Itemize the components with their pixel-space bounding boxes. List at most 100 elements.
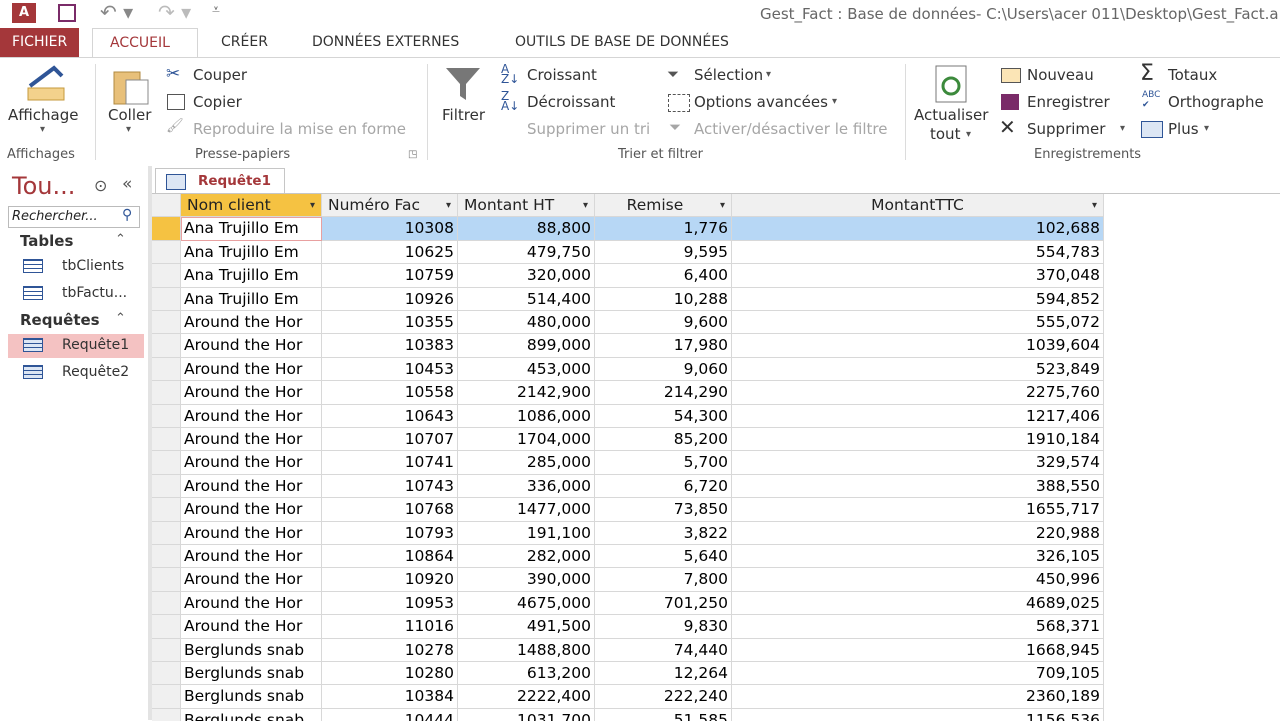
cell[interactable]: 10864: [322, 545, 458, 569]
cell[interactable]: 453,000: [458, 357, 595, 382]
cell[interactable]: 214,290: [595, 381, 732, 405]
cell[interactable]: Ana Trujillo Em: [181, 264, 322, 288]
cell[interactable]: 1031,700: [458, 708, 595, 721]
cell[interactable]: Around the Hor: [181, 381, 322, 405]
tab[interactable]: FICHIER: [0, 28, 80, 57]
nav-title[interactable]: Tou...: [12, 172, 76, 200]
cell[interactable]: Around the Hor: [181, 568, 322, 592]
cell[interactable]: 7,800: [595, 568, 732, 592]
sort-arrow[interactable]: ▾: [719, 200, 725, 211]
sort-arrow[interactable]: ▾: [582, 200, 588, 211]
cell[interactable]: 10707: [322, 428, 458, 452]
cell[interactable]: 10926: [322, 287, 458, 311]
cell[interactable]: 10768: [322, 498, 458, 522]
cell[interactable]: 10453: [322, 357, 458, 382]
cell[interactable]: 51,585: [595, 708, 732, 721]
cell[interactable]: 1668,945: [732, 638, 1104, 662]
row-selector[interactable]: [152, 357, 181, 382]
cell[interactable]: 329,574: [732, 451, 1104, 475]
cell[interactable]: 10,288: [595, 287, 732, 311]
cell[interactable]: 10759: [322, 264, 458, 288]
cell[interactable]: 594,852: [732, 287, 1104, 311]
tab[interactable]: DONNÉES EXTERNES: [312, 34, 460, 50]
cell[interactable]: Around the Hor: [181, 451, 322, 475]
button[interactable]: Coller: [108, 106, 152, 124]
row-selector[interactable]: [152, 381, 181, 405]
row-selector[interactable]: [152, 404, 181, 428]
cell[interactable]: Around the Hor: [181, 428, 322, 452]
cell[interactable]: Berglunds snab: [181, 685, 322, 709]
row-selector[interactable]: [152, 451, 181, 475]
cell[interactable]: 9,830: [595, 615, 732, 639]
cell[interactable]: 4675,000: [458, 591, 595, 616]
cell[interactable]: 390,000: [458, 568, 595, 592]
cell[interactable]: 74,440: [595, 638, 732, 662]
cell[interactable]: Around the Hor: [181, 311, 322, 335]
row-selector[interactable]: [152, 638, 181, 662]
cell[interactable]: 1156,536: [732, 708, 1104, 721]
row-selector[interactable]: [152, 545, 181, 569]
row-selector[interactable]: [152, 428, 181, 452]
cell[interactable]: 554,783: [732, 240, 1104, 265]
column-header[interactable]: Montant HT ▾: [458, 194, 595, 218]
cell[interactable]: 191,100: [458, 521, 595, 545]
section-collapse[interactable]: ⌃: [115, 311, 126, 326]
button[interactable]: Copier: [193, 93, 242, 111]
row-selector[interactable]: [152, 685, 181, 709]
cell[interactable]: Ana Trujillo Em: [181, 240, 322, 265]
button[interactable]: tout: [930, 125, 961, 143]
tab[interactable]: CRÉER: [221, 34, 268, 50]
nav-menu[interactable]: ⊙: [94, 176, 108, 195]
cell[interactable]: 709,105: [732, 662, 1104, 686]
cell[interactable]: 10383: [322, 334, 458, 358]
cell[interactable]: Around the Hor: [181, 357, 322, 382]
row-selector[interactable]: [152, 521, 181, 545]
button[interactable]: Orthographe: [1168, 93, 1264, 111]
nav-section-header[interactable]: Requêtes: [20, 311, 100, 329]
cell[interactable]: 6,400: [595, 264, 732, 288]
column-header[interactable]: Remise ▾: [595, 194, 732, 218]
cell[interactable]: 568,371: [732, 615, 1104, 639]
sort-arrow[interactable]: ▾: [1091, 200, 1097, 211]
cell[interactable]: 54,300: [595, 404, 732, 428]
cell[interactable]: Ana Trujillo Em: [181, 287, 322, 311]
cell[interactable]: Berglunds snab: [181, 638, 322, 662]
cell[interactable]: 1039,604: [732, 334, 1104, 358]
cell[interactable]: 10643: [322, 404, 458, 428]
sort-arrow[interactable]: ▾: [445, 200, 451, 211]
cell[interactable]: 1,776: [595, 217, 732, 241]
nav-item[interactable]: Requête1: [8, 334, 144, 358]
cell[interactable]: 10384: [322, 685, 458, 709]
cell[interactable]: 388,550: [732, 474, 1104, 499]
cell[interactable]: 3,822: [595, 521, 732, 545]
cell[interactable]: 613,200: [458, 662, 595, 686]
cell[interactable]: 370,048: [732, 264, 1104, 288]
cell[interactable]: Around the Hor: [181, 591, 322, 616]
nav-section-header[interactable]: Tables: [20, 232, 74, 250]
button[interactable]: Couper: [193, 66, 248, 84]
cell[interactable]: 282,000: [458, 545, 595, 569]
cell[interactable]: 1477,000: [458, 498, 595, 522]
row-selector[interactable]: [152, 217, 181, 241]
cell[interactable]: 491,500: [458, 615, 595, 639]
cell[interactable]: Berglunds snab: [181, 708, 322, 721]
cell[interactable]: 10355: [322, 311, 458, 335]
undo-icon[interactable]: ↶ ▾: [100, 0, 134, 24]
cell[interactable]: 523,849: [732, 357, 1104, 382]
cell[interactable]: 88,800: [458, 217, 595, 241]
row-selector[interactable]: [152, 240, 181, 265]
cell[interactable]: Around the Hor: [181, 521, 322, 545]
cell[interactable]: 10793: [322, 521, 458, 545]
button[interactable]: Totaux: [1168, 66, 1218, 84]
tab[interactable]: OUTILS DE BASE DE DONNÉES: [515, 34, 729, 50]
cell[interactable]: 73,850: [595, 498, 732, 522]
cell[interactable]: 10278: [322, 638, 458, 662]
cell[interactable]: 555,072: [732, 311, 1104, 335]
row-selector[interactable]: [152, 264, 181, 288]
cell[interactable]: 102,688: [732, 217, 1104, 241]
sort-arrow[interactable]: ▾: [309, 200, 315, 211]
row-selector[interactable]: [152, 615, 181, 639]
row-selector[interactable]: [152, 568, 181, 592]
cell[interactable]: Berglunds snab: [181, 662, 322, 686]
cell[interactable]: 480,000: [458, 311, 595, 335]
